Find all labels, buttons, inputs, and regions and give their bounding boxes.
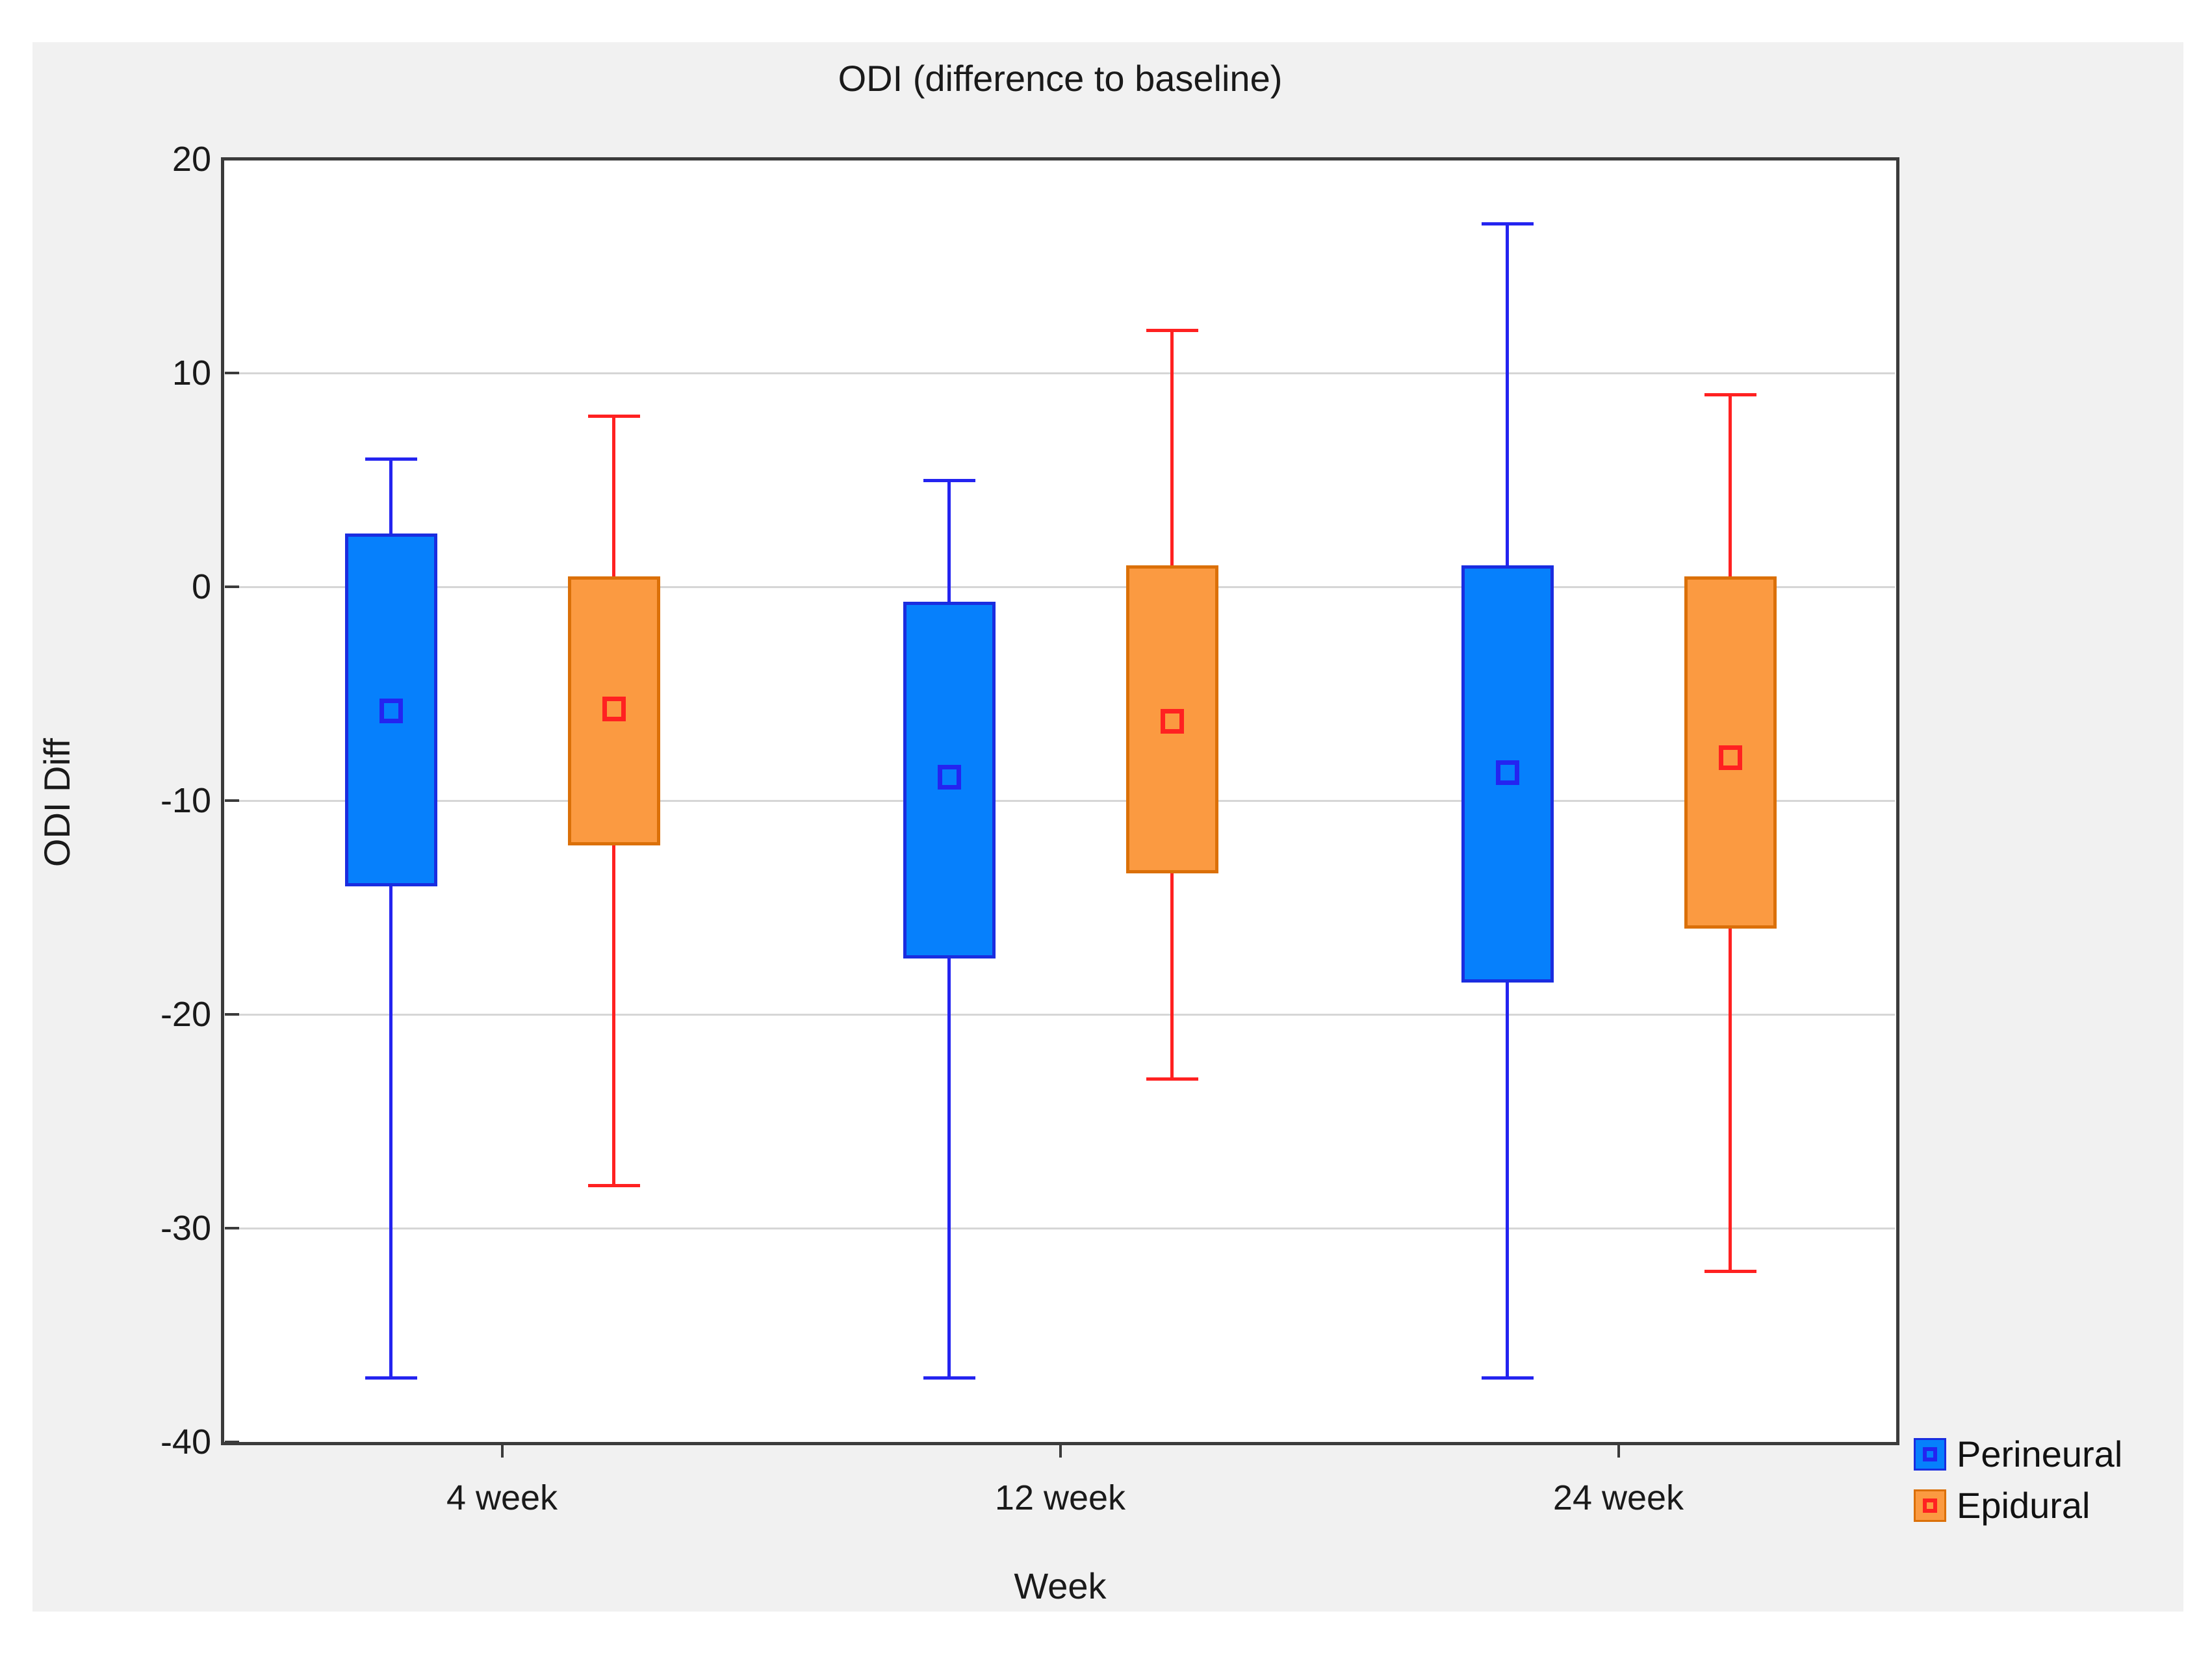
epidural-swatch-inner-icon	[1923, 1498, 1937, 1513]
legend-item-epidural: Epidural	[1914, 1484, 2122, 1526]
whisker-cap-low-epidural-4-week	[587, 1184, 640, 1188]
whisker-upper-perineural-12-week	[947, 480, 951, 602]
y-tick-label: -30	[160, 1209, 211, 1248]
whisker-cap-low-perineural-24-week	[1481, 1376, 1534, 1380]
y-tick--30	[225, 1227, 239, 1229]
whisker-upper-perineural-24-week	[1505, 223, 1509, 566]
whisker-upper-epidural-12-week	[1170, 330, 1174, 566]
x-tick-1	[1059, 1442, 1062, 1458]
y-tick-label: -20	[160, 995, 211, 1034]
whisker-lower-perineural-4-week	[389, 886, 392, 1378]
y-tick--20	[225, 1013, 239, 1016]
gridline-y-10	[225, 372, 1895, 374]
mid-marker-perineural-24-week	[1495, 760, 1519, 786]
mid-marker-epidural-4-week	[602, 696, 626, 721]
whisker-cap-high-epidural-4-week	[587, 414, 640, 418]
gridline-y--20	[225, 1014, 1895, 1016]
y-tick-label: -10	[160, 781, 211, 820]
chart-title: ODI (difference to baseline)	[838, 58, 1283, 99]
x-tick-0	[500, 1442, 504, 1458]
mid-marker-perineural-12-week	[937, 764, 961, 790]
x-tick-label: 24 week	[1552, 1478, 1684, 1517]
y-tick-label: 0	[191, 567, 211, 606]
y-tick-label: 10	[172, 354, 211, 392]
whisker-upper-epidural-24-week	[1728, 394, 1732, 576]
legend: Perineural Epidural	[1914, 1433, 2122, 1536]
x-tick-label: 4 week	[446, 1478, 558, 1517]
y-axis-label: ODI Diff	[36, 738, 77, 868]
gridline-y-0	[225, 586, 1895, 588]
mid-marker-epidural-24-week	[1718, 745, 1742, 771]
whisker-cap-low-perineural-4-week	[365, 1376, 417, 1380]
gridline-y--30	[225, 1228, 1895, 1229]
whisker-upper-epidural-4-week	[611, 415, 615, 576]
whisker-cap-high-perineural-24-week	[1481, 222, 1534, 225]
y-tick-0	[225, 585, 239, 588]
whisker-cap-high-epidural-12-week	[1146, 329, 1198, 333]
whisker-lower-epidural-24-week	[1728, 929, 1732, 1271]
y-tick-label: 20	[172, 140, 211, 179]
whisker-cap-high-perineural-4-week	[365, 457, 417, 461]
perineural-swatch-icon	[1914, 1437, 1946, 1471]
whisker-lower-epidural-12-week	[1170, 873, 1174, 1079]
x-tick-label: 12 week	[994, 1478, 1126, 1517]
mid-marker-perineural-4-week	[379, 698, 403, 723]
whisker-cap-low-perineural-12-week	[923, 1376, 975, 1380]
y-tick-20	[225, 158, 239, 161]
epidural-swatch-icon	[1914, 1489, 1946, 1522]
whisker-cap-high-perineural-12-week	[923, 478, 975, 482]
legend-label: Epidural	[1957, 1485, 2090, 1526]
mid-marker-epidural-12-week	[1160, 709, 1184, 734]
x-axis-label: Week	[1014, 1565, 1107, 1606]
whisker-lower-epidural-4-week	[611, 845, 615, 1186]
whisker-cap-high-epidural-24-week	[1704, 392, 1756, 396]
y-tick--10	[225, 799, 239, 802]
whisker-upper-perineural-4-week	[389, 458, 392, 534]
whisker-lower-perineural-24-week	[1505, 982, 1509, 1378]
legend-item-perineural: Perineural	[1914, 1433, 2122, 1475]
x-tick-2	[1617, 1442, 1620, 1458]
y-tick-label: -40	[160, 1422, 211, 1461]
perineural-swatch-inner-icon	[1923, 1447, 1937, 1461]
whisker-lower-perineural-12-week	[947, 958, 951, 1378]
y-tick--40	[225, 1441, 239, 1443]
y-tick-10	[225, 372, 239, 374]
gridline-y--10	[225, 800, 1895, 802]
legend-label: Perineural	[1957, 1434, 2123, 1474]
whisker-cap-low-epidural-12-week	[1146, 1077, 1198, 1081]
whisker-cap-low-epidural-24-week	[1704, 1269, 1756, 1273]
